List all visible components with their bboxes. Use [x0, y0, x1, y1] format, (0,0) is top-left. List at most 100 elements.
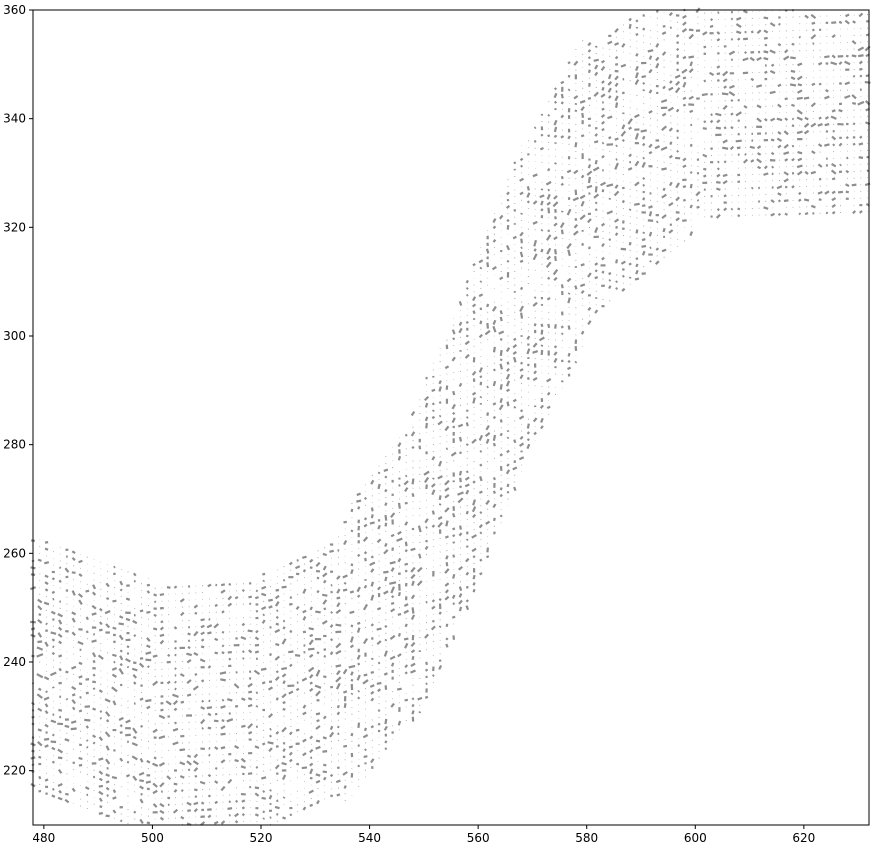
quiver-arrow [193, 808, 198, 813]
quiver-arrow [200, 679, 205, 683]
quiver-arrow [119, 615, 124, 619]
quiver-arrow [384, 475, 388, 479]
quiver-arrow [255, 691, 259, 695]
quiver-arrow [579, 194, 586, 200]
quiver-arrow [520, 409, 524, 413]
quiver-arrow [50, 610, 56, 615]
quiver-arrow [499, 398, 503, 404]
quiver-arrow [84, 718, 91, 722]
quiver-arrow [425, 661, 428, 666]
quiver-arrow [180, 611, 185, 617]
quiver-arrow [492, 319, 497, 325]
quiver-arrow [247, 629, 253, 633]
quiver-arrow [389, 560, 396, 565]
quiver-arrow [730, 112, 734, 116]
quiver-arrow [362, 734, 369, 739]
quiver-arrow [78, 763, 83, 767]
quiver-arrow [567, 352, 571, 357]
quiver-arrow [513, 486, 517, 492]
quiver-arrow [174, 721, 177, 725]
quiver-arrow [125, 597, 131, 601]
quiver-arrow [335, 676, 342, 683]
quiver-arrow [533, 323, 537, 327]
quiver-arrow [790, 69, 796, 73]
quiver-arrow [316, 799, 320, 805]
quiver-arrow [668, 181, 673, 187]
quiver-arrow [858, 156, 864, 159]
quiver-arrow [208, 618, 211, 621]
quiver-arrow [838, 102, 843, 106]
quiver-arrow [465, 287, 469, 290]
quiver-arrow [464, 476, 470, 481]
quiver-arrow [173, 626, 178, 630]
quiver-arrow [594, 140, 599, 144]
quiver-arrow [473, 386, 475, 388]
quiver-arrow [479, 558, 483, 562]
quiver-arrow [655, 56, 660, 62]
quiver-arrow [614, 75, 619, 81]
quiver-arrow [844, 60, 851, 66]
quiver-arrow [119, 757, 124, 762]
quiver-arrow [709, 119, 714, 124]
quiver-arrow [99, 710, 103, 713]
quiver-arrow [492, 517, 496, 522]
quiver-arrow [492, 239, 497, 243]
quiver-arrow [553, 357, 558, 363]
quiver-arrow [159, 633, 165, 637]
quiver-arrow [295, 687, 300, 692]
quiver-arrow [763, 36, 768, 40]
quiver-arrow [364, 727, 367, 732]
quiver-arrow [473, 270, 475, 273]
quiver-arrow [437, 521, 443, 528]
quiver-arrow [512, 356, 517, 363]
quiver-arrow [479, 450, 483, 453]
quiver-arrow [289, 663, 293, 668]
quiver-arrow [44, 744, 49, 748]
quiver-arrow [465, 416, 469, 419]
quiver-arrow [532, 173, 538, 178]
quiver-arrow [410, 669, 416, 674]
quiver-arrow [309, 803, 314, 807]
quiver-arrow [269, 789, 272, 792]
quiver-arrow [125, 774, 131, 778]
quiver-arrow [554, 298, 557, 300]
quiver-arrow [152, 627, 158, 631]
quiver-arrow [139, 779, 145, 783]
quiver-arrow [78, 559, 83, 564]
quiver-arrow [546, 378, 552, 383]
quiver-arrow [350, 678, 354, 682]
quiver-arrow [457, 491, 464, 496]
quiver-arrow [669, 141, 673, 145]
quiver-arrow [512, 235, 517, 240]
quiver-arrow [499, 384, 503, 390]
quiver-arrow [790, 103, 796, 108]
quiver-arrow [51, 760, 55, 764]
quiver-arrow [533, 296, 537, 299]
quiver-arrow [485, 499, 490, 506]
quiver-arrow [105, 780, 110, 784]
quiver-arrow [444, 425, 450, 432]
quiver-arrow [615, 259, 619, 264]
quiver-arrow [859, 135, 863, 139]
quiver-arrow [193, 767, 199, 772]
quiver-arrow [133, 634, 137, 638]
quiver-arrow [614, 184, 619, 189]
quiver-arrow [471, 370, 477, 376]
quiver-arrow [140, 637, 143, 639]
quiver-arrow [126, 760, 130, 764]
quiver-arrow [465, 557, 470, 563]
quiver-arrow [350, 508, 354, 513]
quiver-arrow [451, 417, 456, 424]
quiver-arrow [783, 178, 789, 183]
quiver-arrow [803, 129, 810, 135]
quiver-arrow [316, 651, 320, 655]
quiver-arrow [778, 22, 781, 26]
quiver-arrow [404, 433, 408, 437]
quiver-arrow [567, 366, 572, 371]
quiver-arrow [750, 77, 755, 82]
quiver-arrow [118, 716, 124, 721]
quiver-arrow [486, 262, 490, 268]
quiver-arrow [458, 606, 463, 612]
quiver-arrow [92, 707, 97, 711]
